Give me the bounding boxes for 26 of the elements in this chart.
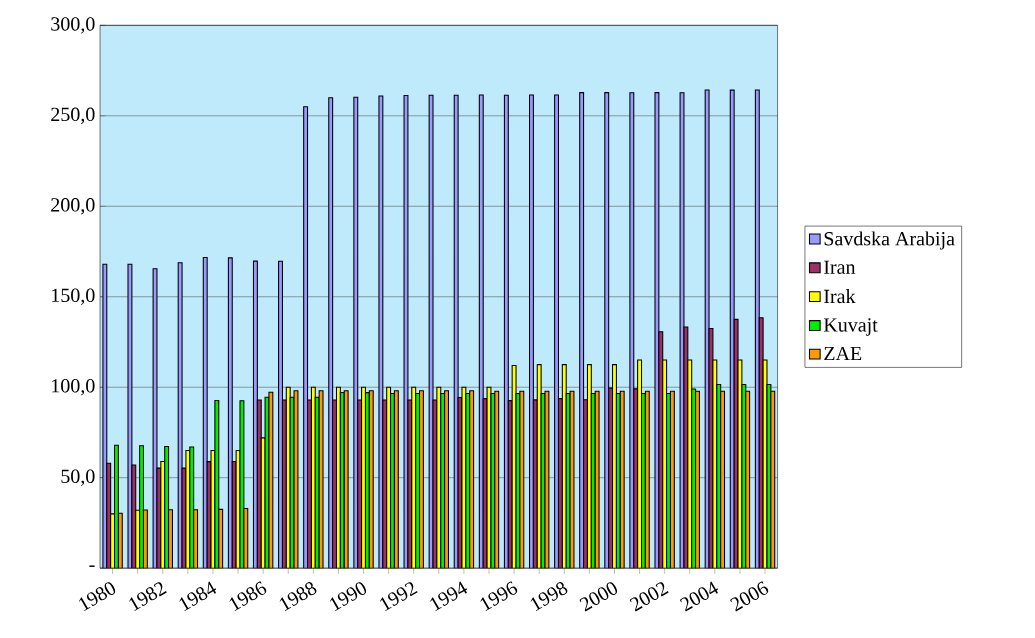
x-tick-label: 1984 xyxy=(179,581,217,612)
legend-label: Irak xyxy=(824,289,856,304)
x-tick-label: 1994 xyxy=(430,581,468,612)
y-tick-label: 250,0 xyxy=(51,107,95,125)
x-tick-label: 2002 xyxy=(629,582,669,612)
x-tick-label: 1988 xyxy=(279,582,317,612)
x-tick-label: 1990 xyxy=(329,582,367,612)
legend-label: Kuvajt xyxy=(823,318,878,337)
legend-label: Savdska Arabija xyxy=(824,231,955,250)
legend-label: ZAE xyxy=(824,347,862,361)
x-tick-label: 2000 xyxy=(579,582,618,612)
y-tick-label: 50,0 xyxy=(61,469,95,487)
y-tick-label: 200,0 xyxy=(51,198,95,215)
x-tick-label: 1982 xyxy=(129,582,167,612)
legend-label: Iran xyxy=(824,260,856,275)
x-tick-label: 1998 xyxy=(530,582,568,612)
x-tick-label: 2006 xyxy=(730,581,769,612)
y-tick-label: 150,0 xyxy=(52,288,95,306)
y-tick-label: - xyxy=(89,565,95,568)
x-tick-label: 2004 xyxy=(679,581,719,612)
x-tick-label: 1996 xyxy=(480,581,518,612)
x-tick-label: 1980 xyxy=(78,582,116,612)
y-tick-label: 300,0 xyxy=(51,17,95,34)
x-tick-label: 1992 xyxy=(380,582,418,612)
y-tick-label: 100,0 xyxy=(52,379,95,396)
x-tick-label: 1986 xyxy=(229,581,267,612)
